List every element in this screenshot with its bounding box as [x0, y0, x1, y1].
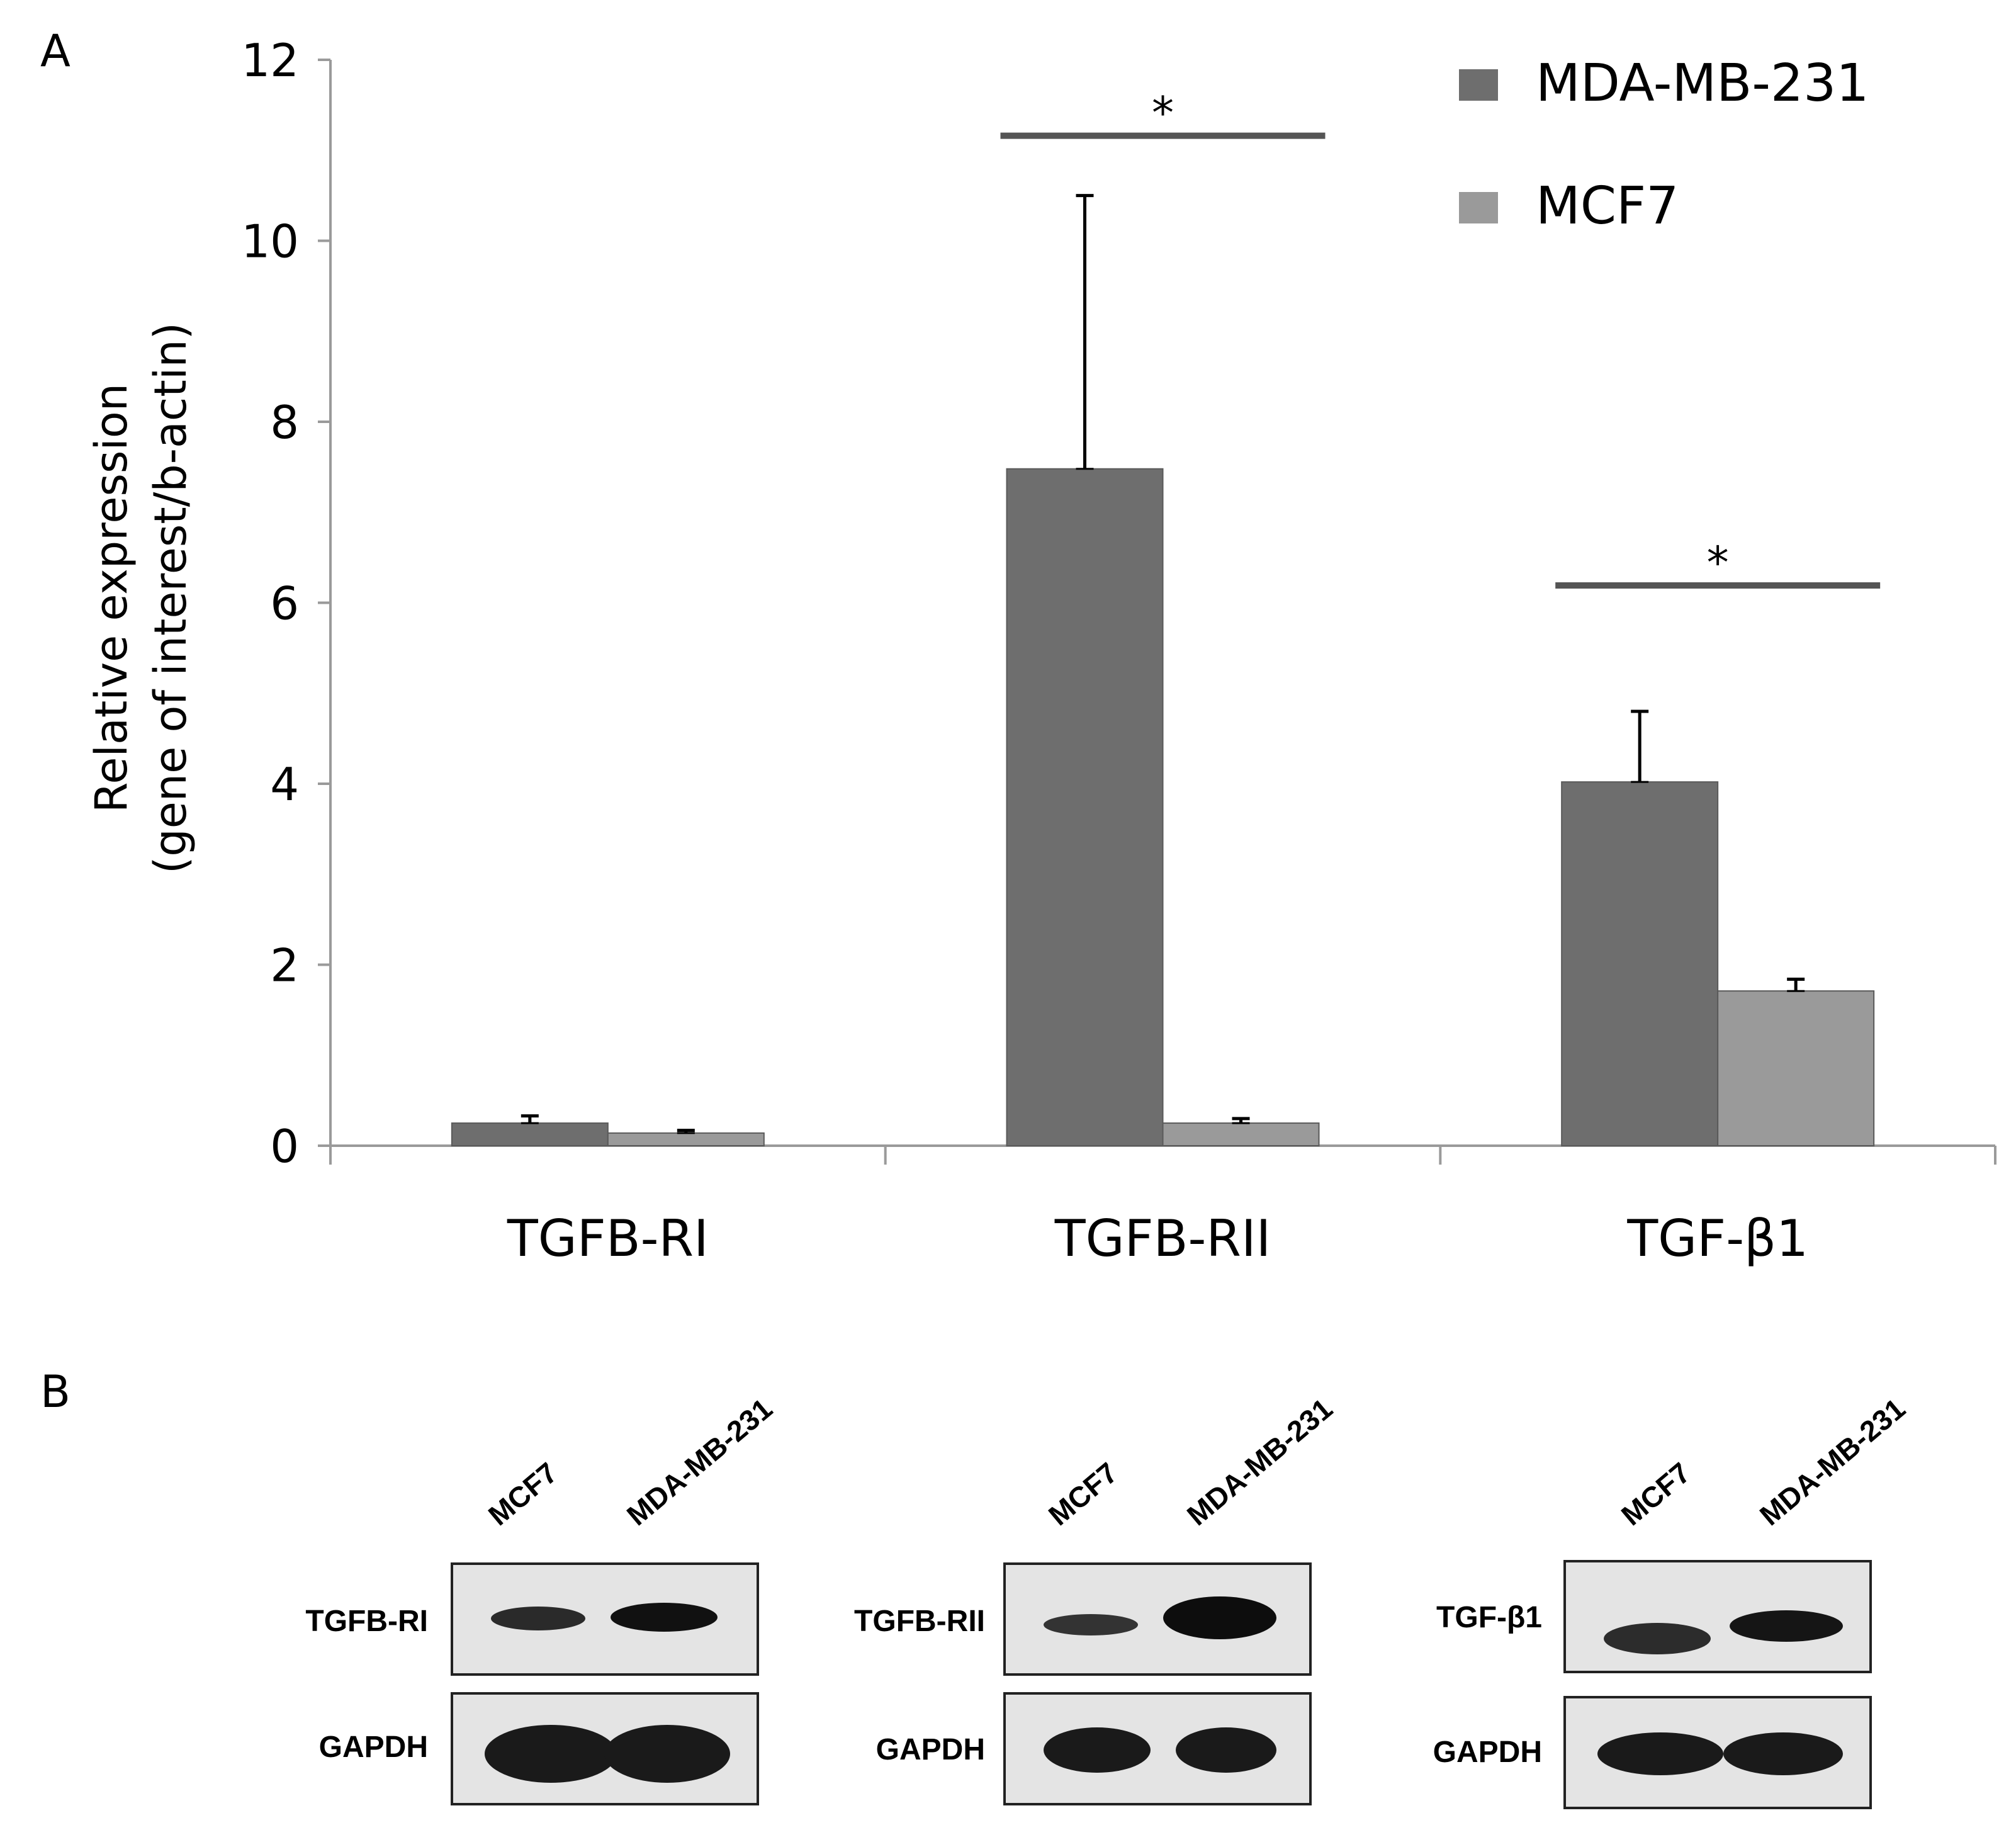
blot-row-label: GAPDH	[1433, 1736, 1542, 1769]
y-tick-label: 4	[270, 758, 299, 811]
blot-image	[1003, 1692, 1312, 1805]
x-tick-label: TGF-β1	[1626, 1209, 1808, 1268]
y-axis-title-line2: (gene of interest/b-actin)	[145, 322, 196, 874]
bar-mda-mb-231-tgfb-rii	[1006, 468, 1164, 1146]
blot-image	[1003, 1562, 1312, 1676]
bar-mda-mb-231-tgf-β1	[1561, 781, 1719, 1146]
lane-label-mcf7: MCF7	[1042, 1455, 1124, 1532]
blot-image	[1563, 1560, 1872, 1673]
y-tick-label: 8	[270, 396, 299, 449]
y-axis-title-line1: Relative expression	[86, 383, 137, 813]
y-tick-label: 12	[241, 34, 299, 87]
blot-row-label: GAPDH	[876, 1733, 985, 1766]
lane-label-mcf7: MCF7	[481, 1455, 564, 1532]
legend-swatch-mcf7	[1459, 192, 1498, 223]
significance-marker: *	[1152, 88, 1174, 139]
blot-image	[451, 1692, 759, 1805]
bar-mcf7-tgf-β1	[1717, 990, 1875, 1146]
blot-image	[451, 1562, 759, 1676]
legend-swatch-mda-mb-231	[1459, 69, 1498, 101]
x-tick-label: TGFB-RII	[1054, 1209, 1271, 1268]
bar-mda-mb-231-tgfb-ri	[451, 1122, 609, 1146]
bar-mcf7-tgfb-ri	[607, 1132, 765, 1146]
y-tick-label: 2	[270, 939, 299, 992]
blot-row-label: TGFB-RI	[305, 1605, 428, 1638]
panel-a-label: A	[40, 25, 70, 77]
blot-row-label: TGF-β1	[1436, 1601, 1542, 1634]
y-tick-label: 10	[241, 215, 299, 268]
significance-marker: *	[1707, 537, 1729, 589]
bar-mcf7-tgfb-rii	[1162, 1122, 1320, 1146]
bar-chart: 0 2 4 6 8 10 12 TGFB-RI TGFB-RII TGF-β1 * *	[241, 34, 1996, 1268]
blot-image	[1563, 1696, 1872, 1809]
y-tick-label: 6	[270, 577, 299, 630]
blot-row-label: TGFB-RII	[854, 1605, 985, 1638]
panel-b-label: B	[40, 1366, 71, 1418]
lane-label-mda-mb-231: MDA-MB-231	[1753, 1392, 1912, 1532]
y-tick-label: 0	[270, 1120, 299, 1173]
legend-label-mda-mb-231: MDA-MB-231	[1536, 54, 1869, 113]
x-tick-label: TGFB-RI	[507, 1209, 709, 1268]
blot-row-label: GAPDH	[318, 1731, 428, 1764]
y-axis-title: Relative expression (gene of interest/b-…	[82, 252, 208, 944]
lane-label-mda-mb-231: MDA-MB-231	[620, 1392, 779, 1532]
legend-label-mcf7: MCF7	[1536, 176, 1679, 236]
lane-label-mcf7: MCF7	[1614, 1455, 1697, 1532]
lane-label-mda-mb-231: MDA-MB-231	[1180, 1392, 1339, 1532]
